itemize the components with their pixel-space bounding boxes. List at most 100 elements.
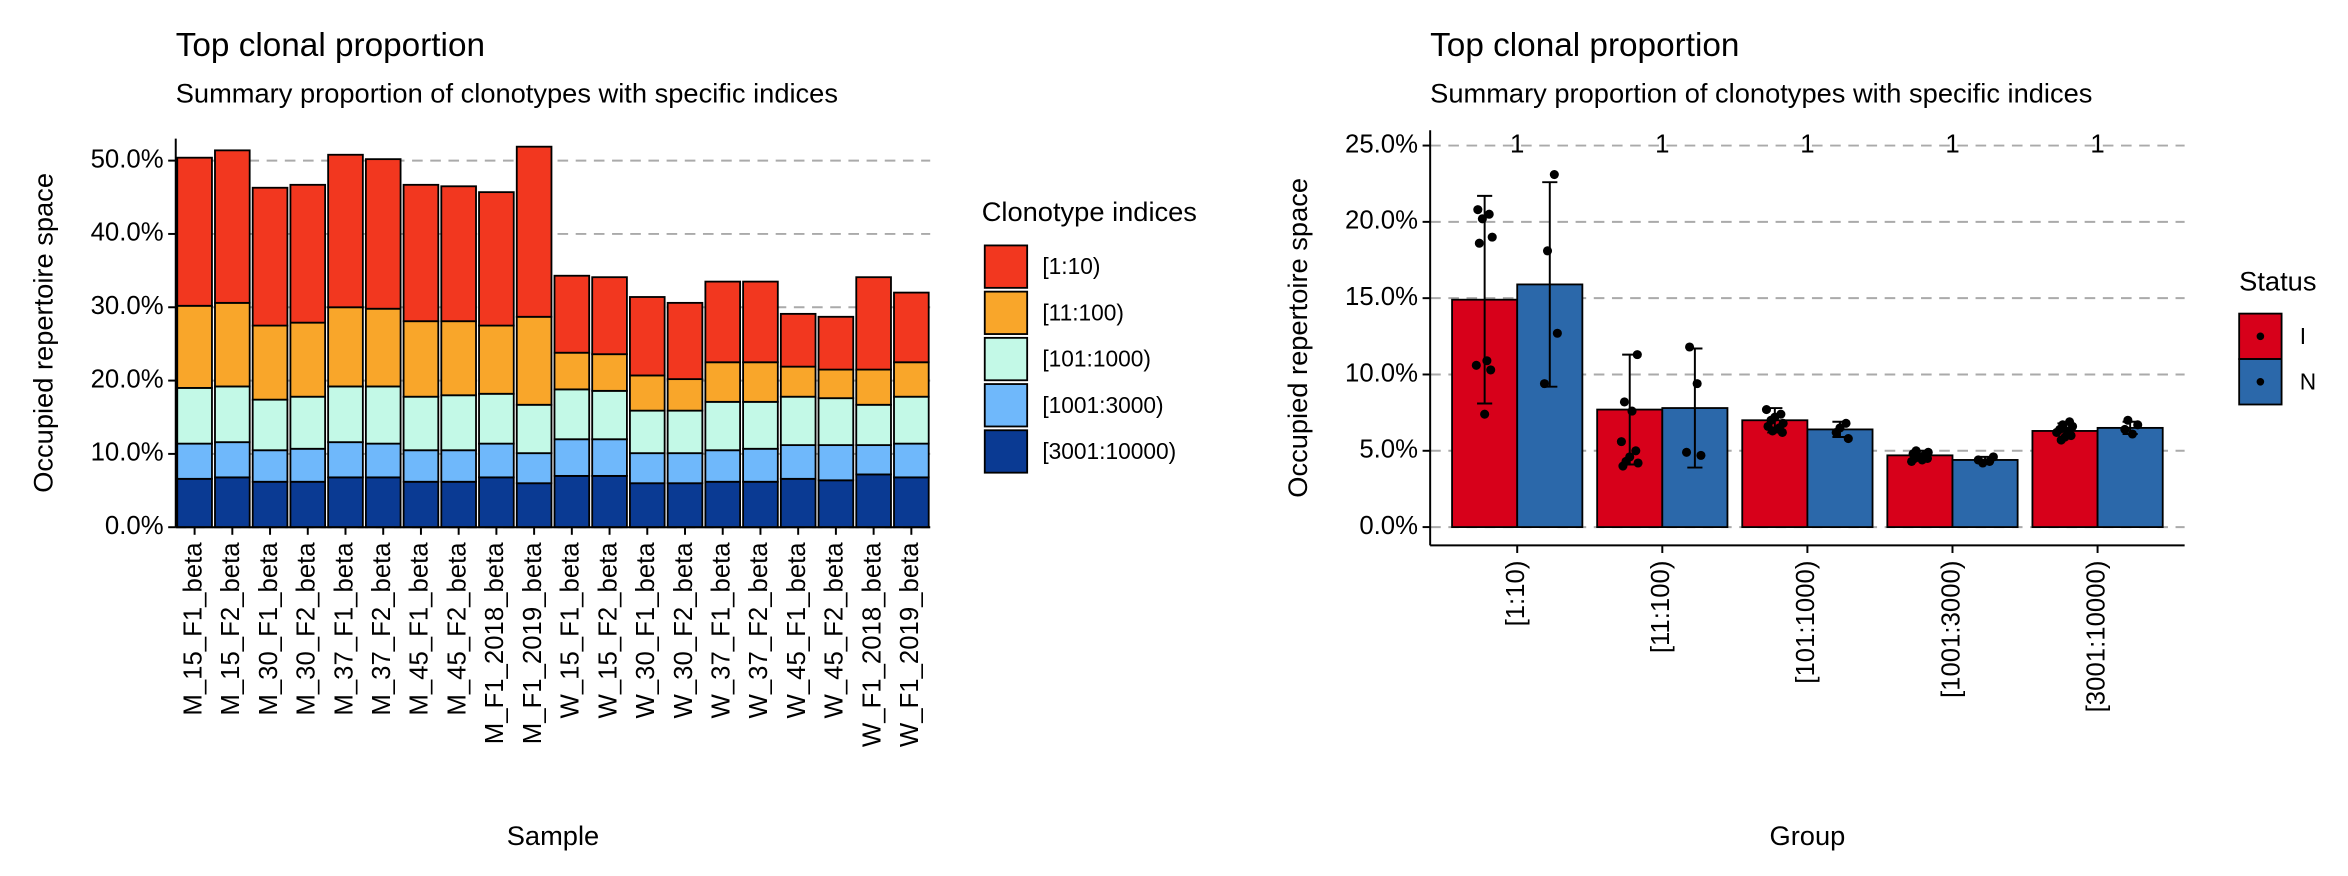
- legend-key-point: [2256, 332, 2265, 341]
- bar-segment: [478, 324, 515, 395]
- x-tick-label: W_37_F2_beta: [745, 542, 773, 719]
- bar-segment: [855, 276, 892, 371]
- bar-segment: [176, 387, 213, 445]
- bar-segment: [666, 378, 704, 412]
- bar-segment: [364, 476, 402, 529]
- bar-segment: [742, 361, 779, 403]
- bar-segment: [629, 374, 666, 412]
- data-point: [1487, 232, 1497, 242]
- bar-segment: [779, 477, 817, 529]
- data-point: [1843, 434, 1853, 444]
- data-point: [2133, 420, 2143, 430]
- x-tick-label: M_15_F2_beta: [217, 542, 245, 716]
- data-point: [1632, 350, 1642, 360]
- data-point: [2127, 429, 2137, 439]
- x-tick-label: M_37_F1_beta: [330, 542, 358, 716]
- x-tick-label: W_15_F1_beta: [557, 542, 585, 719]
- legend-label: I: [2300, 323, 2306, 349]
- y-axis-title: Occupied repertoire space: [1282, 178, 1313, 498]
- x-tick-label: M_37_F2_beta: [368, 542, 396, 716]
- chart-subtitle: Summary proportion of clonotypes with sp…: [176, 78, 838, 109]
- bar-segment: [478, 392, 515, 445]
- bar-segment: [817, 479, 855, 529]
- bar-segment: [779, 312, 817, 368]
- bar-segment: [402, 183, 440, 323]
- data-point: [1761, 405, 1772, 415]
- data-point: [1473, 205, 1483, 215]
- x-tick-label: M_30_F2_beta: [293, 542, 321, 716]
- bar-segment: [327, 476, 364, 529]
- y-tick-label: 0.0%: [1359, 512, 1418, 540]
- legend-key: [983, 290, 1029, 335]
- data-point: [1542, 246, 1553, 256]
- bar-segment: [364, 158, 402, 310]
- bar-segment: [553, 388, 591, 441]
- bar-segment: [553, 274, 591, 354]
- bar-segment: [176, 442, 213, 480]
- x-tick-label: W_37_F1_beta: [708, 542, 736, 719]
- legend-label: [101:1000): [1042, 346, 1151, 372]
- y-tick-label: 25.0%: [1345, 130, 1418, 158]
- bar-segment: [553, 474, 591, 529]
- bar-segment: [704, 480, 741, 529]
- legend-title: Status: [2239, 266, 2316, 297]
- data-point: [1631, 446, 1641, 456]
- legend-label: [1001:3000): [1042, 392, 1163, 418]
- bar-segment: [591, 276, 628, 356]
- data-point: [1917, 455, 1927, 465]
- bar-segment: [364, 385, 402, 445]
- bar-segment: [289, 183, 327, 324]
- bar: [1886, 454, 1954, 528]
- data-point: [1633, 458, 1643, 468]
- bar-segment: [515, 315, 553, 406]
- bar-segment: [779, 365, 817, 398]
- bar-segment: [893, 442, 930, 479]
- bar: [1806, 428, 1874, 528]
- bar-segment: [515, 403, 553, 455]
- data-point: [1482, 356, 1492, 366]
- legend-key-point: [2256, 377, 2265, 386]
- data-point: [1985, 456, 1995, 467]
- bar-segment: [440, 185, 477, 323]
- x-tick-label: M_45_F2_beta: [443, 542, 471, 716]
- bar-segment: [402, 395, 440, 452]
- y-tick-label: 5.0%: [1359, 436, 1418, 464]
- x-tick-label: W_F1_2019_beta: [896, 542, 924, 747]
- bar-segment: [704, 400, 741, 452]
- y-axis-title: Occupied repertoire space: [28, 173, 59, 493]
- data-point: [1681, 447, 1692, 457]
- x-tick-label: [11:100): [1647, 561, 1675, 654]
- bar-segment: [629, 409, 666, 455]
- p-value-label: 1: [1945, 130, 1959, 158]
- x-tick-label: W_30_F1_beta: [632, 542, 660, 719]
- bar-segment: [704, 280, 741, 364]
- bar-segment: [629, 296, 666, 377]
- legend-key: [983, 244, 1029, 289]
- data-point: [1831, 427, 1841, 438]
- bar-segment: [666, 409, 704, 455]
- bar-segment: [855, 368, 892, 406]
- bar-segment: [629, 482, 666, 529]
- data-point: [1627, 406, 1637, 416]
- bar-segment: [251, 186, 289, 327]
- x-axis-title: Group: [1770, 820, 1846, 851]
- bar-segment: [515, 145, 553, 318]
- bar-segment: [251, 324, 289, 401]
- x-tick-label: [3001:10000): [2082, 561, 2110, 713]
- bar-segment: [515, 482, 553, 529]
- data-point: [1692, 379, 1702, 389]
- bar: [2096, 426, 2164, 528]
- bar-segment: [289, 395, 327, 450]
- bar-segment: [553, 351, 591, 391]
- bar-segment: [214, 385, 251, 444]
- bar-segment: [176, 304, 213, 389]
- data-point: [1907, 456, 1917, 467]
- data-point: [1539, 379, 1550, 389]
- bar-segment: [855, 444, 892, 476]
- bar-segment: [817, 444, 855, 482]
- bar-segment: [591, 389, 628, 441]
- bar-segment: [629, 452, 666, 485]
- legend-key: [983, 429, 1029, 474]
- bar-segment: [553, 438, 591, 477]
